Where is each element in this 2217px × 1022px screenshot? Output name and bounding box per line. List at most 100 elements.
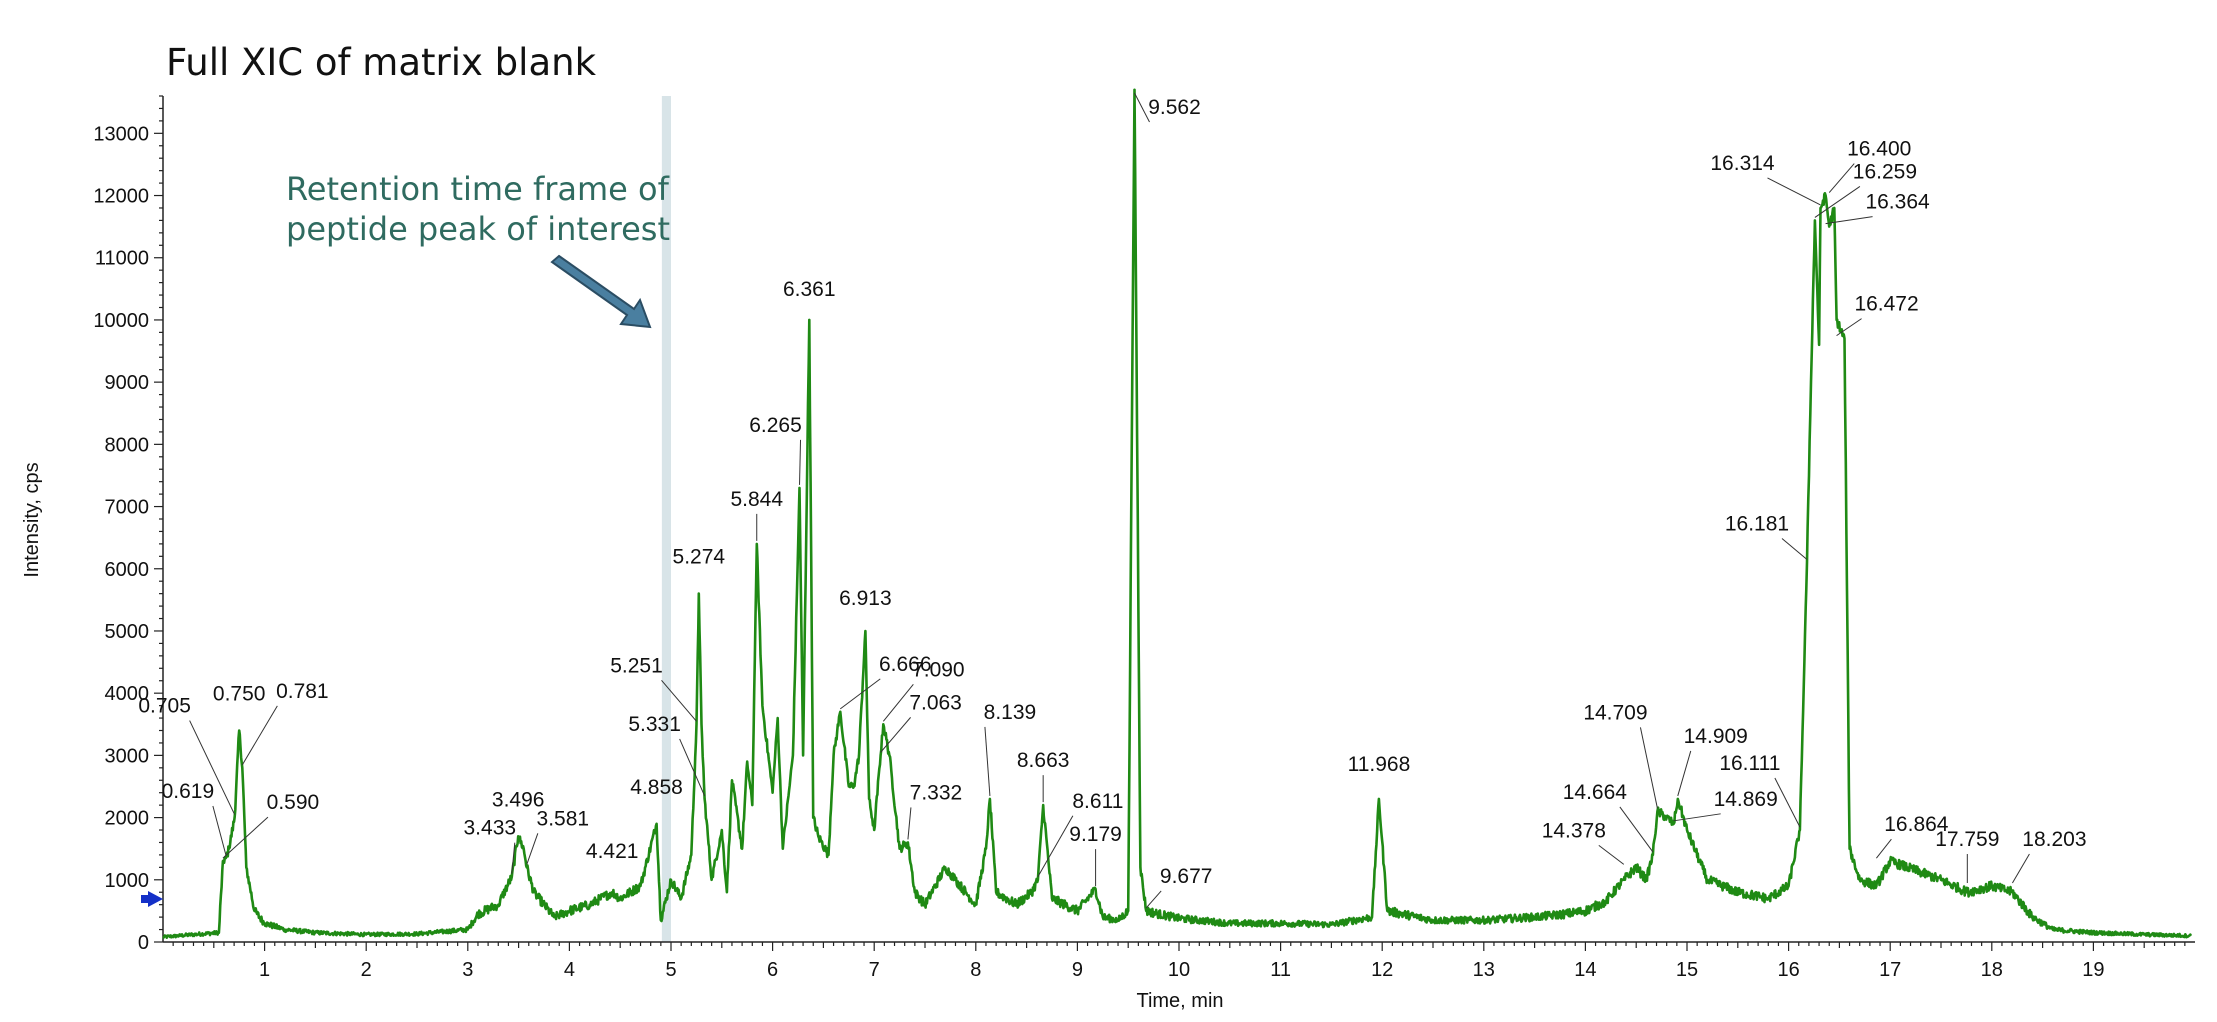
x-axis-title: Time, min <box>1136 990 1223 1012</box>
peak-leader-line <box>1836 318 1862 337</box>
x-tick-label: 3 <box>462 959 473 981</box>
peak-label: 16.472 <box>1854 293 1918 316</box>
x-tick-label: 4 <box>564 959 575 981</box>
y-tick-label: 7000 <box>105 497 150 519</box>
peak-label: 16.259 <box>1853 160 1917 183</box>
x-tick-label: 18 <box>1981 959 2003 981</box>
peak-leader-line <box>1145 890 1162 909</box>
y-tick-label: 10000 <box>93 310 149 332</box>
peak-label: 7.090 <box>912 658 965 681</box>
x-tick-label: 19 <box>2082 959 2104 981</box>
y-tick-label: 0 <box>138 932 149 954</box>
y-tick-label: 13000 <box>93 123 149 145</box>
y-tick-label: 12000 <box>93 186 149 208</box>
annotation-arrow-icon <box>550 254 652 329</box>
peak-label: 16.111 <box>1719 752 1780 775</box>
peak-label: 8.139 <box>984 701 1037 724</box>
peak-label: 14.664 <box>1563 781 1628 804</box>
peak-leader-line <box>1598 844 1625 865</box>
peak-leader-line <box>907 807 912 840</box>
x-tick-label: 14 <box>1574 959 1596 981</box>
peak-leader-line <box>984 726 991 796</box>
peak-leader-line <box>1825 216 1873 225</box>
peak-label: 5.844 <box>730 488 783 511</box>
peak-label: 5.251 <box>610 654 663 677</box>
peak-leader-line <box>1619 806 1654 853</box>
peak-leader-line <box>1037 815 1074 878</box>
y-tick-label: 11000 <box>95 248 149 270</box>
peak-label: 11.968 <box>1348 753 1411 776</box>
peak-leader-line <box>1767 177 1821 206</box>
peak-leader-line <box>212 805 227 856</box>
peak-label: 16.314 <box>1710 152 1775 175</box>
annotation: Retention time frame of peptide peak of … <box>286 170 670 329</box>
peak-leader-line <box>679 738 706 797</box>
peak-label: 17.759 <box>1935 828 1999 851</box>
peak-leader-line <box>1781 538 1808 560</box>
x-tick-label: 2 <box>361 959 372 981</box>
peak-label: 14.709 <box>1583 701 1647 724</box>
peak-label: 7.332 <box>910 781 963 804</box>
annotation-line-2: peptide peak of interest <box>286 210 670 248</box>
x-tick-label: 6 <box>767 959 778 981</box>
peak-leader-line <box>880 717 911 753</box>
peak-label: 18.203 <box>2022 828 2086 851</box>
peak-label: 6.361 <box>783 278 836 301</box>
y-tick-label: 2000 <box>105 808 150 830</box>
peak-label: 9.179 <box>1069 823 1122 846</box>
y-tick-label: 1000 <box>105 870 150 892</box>
peak-leader-line <box>1677 750 1692 797</box>
peak-label: 0.750 <box>213 683 266 706</box>
peak-leader-line <box>1814 186 1861 218</box>
y-tick-label: 8000 <box>105 434 150 456</box>
peak-leader-line <box>511 842 516 874</box>
x-tick-label: 5 <box>665 959 676 981</box>
peak-leader-line <box>526 833 539 865</box>
peak-leader-line <box>882 683 914 722</box>
peak-leader-line <box>1673 813 1721 822</box>
peak-label: 6.913 <box>839 587 892 610</box>
peak-label: 0.619 <box>162 780 215 803</box>
peak-label: 9.562 <box>1148 96 1201 119</box>
peak-label: 4.858 <box>630 776 683 799</box>
peak-label: 0.781 <box>276 680 329 703</box>
x-tick-label: 8 <box>970 959 981 981</box>
x-tick-label: 15 <box>1676 959 1698 981</box>
peak-label: 16.400 <box>1847 138 1911 161</box>
highlight-band-layer <box>661 96 671 942</box>
peak-label: 14.869 <box>1714 788 1778 811</box>
peak-label: 8.611 <box>1072 790 1123 813</box>
peak-label: 5.331 <box>628 713 681 736</box>
x-tick-label: 10 <box>1168 959 1190 981</box>
peak-leader-line <box>661 679 697 722</box>
x-tick-label: 9 <box>1072 959 1083 981</box>
peak-label: 14.378 <box>1542 819 1606 842</box>
x-tick-label: 11 <box>1270 959 1291 981</box>
peak-leader-line <box>1774 777 1801 828</box>
peak-leader-line <box>799 439 802 485</box>
y-tick-label: 9000 <box>105 372 150 394</box>
x-tick-label: 1 <box>259 959 270 981</box>
peak-leader-line <box>2011 853 2030 884</box>
peak-leader-line <box>189 720 236 815</box>
peak-label: 6.265 <box>749 414 802 437</box>
peak-leader-line <box>1134 92 1150 123</box>
peak-leader-line <box>1828 163 1855 193</box>
peak-label: 3.496 <box>492 788 545 811</box>
peak-label: 4.421 <box>586 840 639 863</box>
x-tick-label: 17 <box>1879 959 1901 981</box>
peak-label: 6.666 <box>879 653 932 676</box>
peak-label: 14.909 <box>1684 725 1748 748</box>
peak-label: 7.063 <box>909 691 962 714</box>
y-tick-label: 3000 <box>105 745 150 767</box>
x-tick-label: 7 <box>869 959 880 981</box>
x-axis-ticks: 1 2 3 4 5 6 7 8 9 10 11 12 13 14 15 16 17 18 19 <box>172 942 2186 981</box>
annotation-line-1: Retention time frame of <box>286 170 670 208</box>
peak-leader-line <box>1639 727 1658 809</box>
peak-label: 16.364 <box>1865 191 1930 214</box>
x-tick-label: 16 <box>1777 959 1799 981</box>
peak-labels: 0.590 0.619 0.705 0.750 0.781 3.433 3.4963.581… <box>138 92 2087 909</box>
retention-window-band <box>661 96 671 942</box>
xic-trace-line <box>162 88 2193 939</box>
y-axis-title: Intensity, cps <box>21 462 43 577</box>
